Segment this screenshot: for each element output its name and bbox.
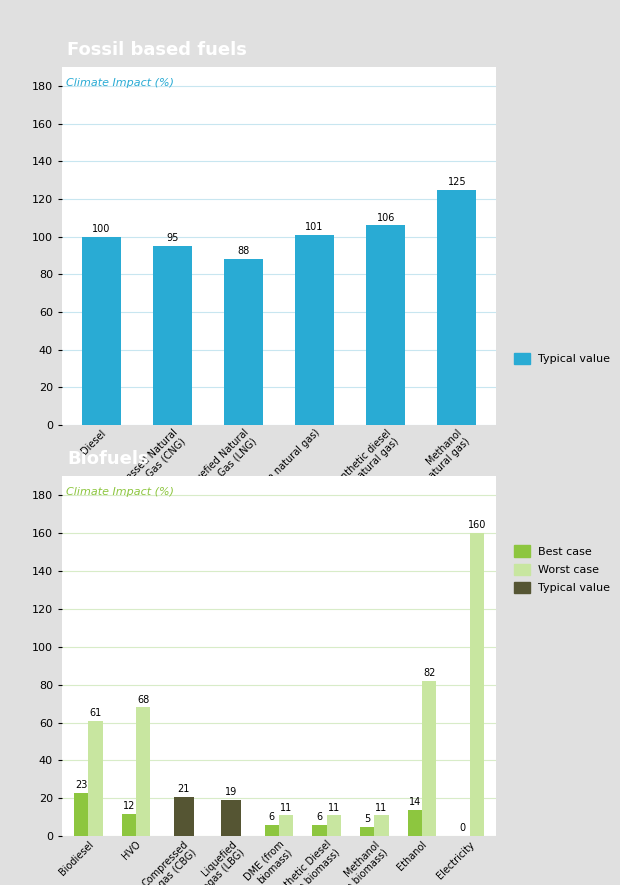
Bar bbox=[88, 720, 102, 836]
Text: 0: 0 bbox=[459, 823, 466, 834]
Bar bbox=[153, 246, 192, 425]
Text: 61: 61 bbox=[89, 708, 102, 718]
Text: 68: 68 bbox=[137, 695, 149, 704]
Text: Climate Impact (%): Climate Impact (%) bbox=[66, 78, 174, 88]
Text: 160: 160 bbox=[467, 520, 486, 530]
Bar bbox=[136, 707, 150, 836]
Text: 125: 125 bbox=[448, 177, 466, 187]
Bar bbox=[374, 815, 389, 836]
Bar bbox=[437, 189, 476, 425]
Text: 11: 11 bbox=[328, 803, 340, 812]
Legend: Typical value: Typical value bbox=[514, 353, 611, 364]
Text: 88: 88 bbox=[237, 246, 250, 257]
Bar bbox=[74, 793, 88, 836]
Text: 6: 6 bbox=[269, 812, 275, 822]
Legend: Best case, Worst case, Typical value: Best case, Worst case, Typical value bbox=[514, 545, 611, 593]
Bar bbox=[265, 825, 279, 836]
Text: 21: 21 bbox=[177, 784, 190, 794]
Text: 19: 19 bbox=[225, 788, 237, 797]
Bar bbox=[122, 813, 136, 836]
Bar bbox=[295, 235, 334, 425]
Bar bbox=[408, 810, 422, 836]
Text: 106: 106 bbox=[376, 212, 395, 222]
Text: 6: 6 bbox=[316, 812, 322, 822]
Text: Fossil based fuels: Fossil based fuels bbox=[67, 42, 247, 59]
Bar bbox=[366, 226, 405, 425]
Bar bbox=[82, 236, 121, 425]
Bar bbox=[422, 681, 436, 836]
Text: 100: 100 bbox=[92, 224, 110, 234]
Text: 11: 11 bbox=[376, 803, 388, 812]
Bar bbox=[470, 533, 484, 836]
Bar bbox=[327, 815, 341, 836]
Text: 14: 14 bbox=[409, 796, 421, 807]
Text: Biofuels: Biofuels bbox=[67, 450, 149, 468]
Bar bbox=[174, 796, 193, 836]
Text: Climate Impact (%): Climate Impact (%) bbox=[66, 487, 174, 497]
Text: 23: 23 bbox=[75, 780, 87, 790]
Text: 82: 82 bbox=[423, 668, 435, 678]
Text: 101: 101 bbox=[306, 222, 324, 232]
Bar bbox=[312, 825, 327, 836]
Bar bbox=[221, 800, 241, 836]
Text: 5: 5 bbox=[364, 814, 370, 824]
Text: 12: 12 bbox=[123, 801, 135, 811]
Bar bbox=[224, 259, 263, 425]
Bar bbox=[279, 815, 293, 836]
Text: 95: 95 bbox=[166, 234, 179, 243]
Text: 11: 11 bbox=[280, 803, 292, 812]
Bar bbox=[360, 827, 374, 836]
